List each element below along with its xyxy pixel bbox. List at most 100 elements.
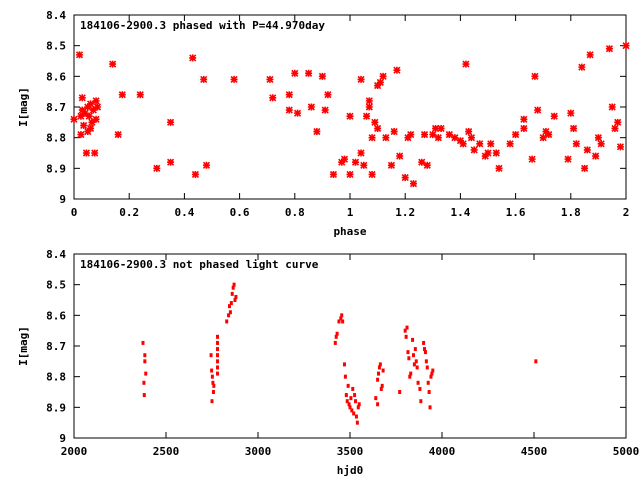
data-point xyxy=(285,106,293,114)
data-point xyxy=(212,383,216,388)
data-point xyxy=(86,124,95,133)
data-point xyxy=(216,371,220,376)
data-point xyxy=(211,380,215,385)
data-point xyxy=(92,115,100,123)
data-point xyxy=(346,383,350,388)
data-point xyxy=(608,103,616,111)
data-point xyxy=(337,319,341,324)
data-point xyxy=(437,124,445,133)
data-point xyxy=(379,72,387,80)
data-point xyxy=(431,124,440,133)
x-tick-label: 3000 xyxy=(245,445,272,458)
x-tick-label: 5000 xyxy=(613,445,640,458)
y-tick-label: 8.7 xyxy=(46,340,66,353)
data-point xyxy=(136,91,144,99)
y-tick-label: 8.6 xyxy=(46,309,66,322)
data-point xyxy=(407,131,415,139)
data-point xyxy=(216,365,220,370)
data-point xyxy=(380,383,384,388)
data-point xyxy=(512,131,520,139)
data-point xyxy=(82,149,90,157)
data-point xyxy=(191,170,200,179)
data-point xyxy=(210,368,214,373)
data-point xyxy=(77,131,85,139)
data-point xyxy=(592,152,600,160)
data-point xyxy=(360,161,368,169)
data-point xyxy=(225,319,229,324)
y-tick-label: 8.9 xyxy=(46,162,66,175)
data-point xyxy=(495,164,503,172)
data-point xyxy=(233,298,237,302)
y-tick-label: 8.8 xyxy=(46,132,66,145)
data-point xyxy=(347,402,351,407)
data-point xyxy=(424,359,428,364)
data-point xyxy=(228,310,232,315)
data-point xyxy=(506,140,514,148)
data-point xyxy=(355,420,359,425)
data-point xyxy=(459,140,467,148)
data-point xyxy=(616,143,625,151)
data-point xyxy=(428,405,432,410)
data-point xyxy=(408,374,412,379)
data-point xyxy=(534,106,542,114)
data-point xyxy=(334,334,338,339)
data-point xyxy=(423,350,427,355)
data-point xyxy=(376,78,384,87)
data-point xyxy=(569,124,578,133)
data-point xyxy=(476,140,484,148)
data-point xyxy=(611,124,619,133)
data-point xyxy=(167,158,175,166)
data-point xyxy=(451,134,459,142)
x-tick-label: 3500 xyxy=(337,445,364,458)
data-point xyxy=(81,109,89,117)
data-point xyxy=(426,380,430,385)
data-point xyxy=(407,356,411,361)
data-point xyxy=(411,353,415,358)
plot-frame xyxy=(73,253,627,439)
data-point xyxy=(114,131,122,139)
chart-title: 184106-2900.3 phased with P=44.970day xyxy=(80,19,325,32)
data-point xyxy=(376,402,380,407)
data-point xyxy=(422,340,426,345)
x-axis-label: phase xyxy=(333,225,366,238)
data-point xyxy=(381,368,385,373)
data-point xyxy=(200,75,208,83)
data-point xyxy=(423,161,431,169)
data-point xyxy=(321,106,329,114)
data-point xyxy=(413,347,417,352)
data-point xyxy=(377,365,381,370)
data-point xyxy=(216,359,220,364)
data-point xyxy=(545,131,553,139)
data-point xyxy=(622,42,630,50)
data-point xyxy=(307,103,315,111)
data-point xyxy=(350,408,354,413)
data-point xyxy=(75,51,84,59)
data-point xyxy=(429,131,437,139)
data-point xyxy=(434,134,442,142)
data-point xyxy=(445,131,453,139)
data-point xyxy=(77,112,85,120)
data-point xyxy=(91,149,99,157)
data-point xyxy=(305,69,313,77)
data-point xyxy=(583,146,591,154)
data-point xyxy=(229,301,233,306)
data-point xyxy=(234,294,238,299)
data-point xyxy=(144,371,148,376)
data-point xyxy=(231,285,235,290)
data-point xyxy=(92,97,100,105)
data-point xyxy=(313,127,321,136)
data-point xyxy=(232,282,236,287)
data-point xyxy=(398,390,402,394)
data-point xyxy=(348,405,352,410)
data-point xyxy=(344,393,348,398)
data-point xyxy=(86,100,95,108)
data-point xyxy=(379,386,383,391)
data-point xyxy=(419,399,423,404)
y-tick-label: 8.7 xyxy=(46,101,66,114)
data-point xyxy=(368,134,376,142)
data-point xyxy=(227,313,231,318)
data-point xyxy=(211,390,215,394)
y-tick-label: 8.8 xyxy=(46,371,66,384)
data-point xyxy=(420,131,429,139)
x-tick-label: 0 xyxy=(71,206,78,219)
